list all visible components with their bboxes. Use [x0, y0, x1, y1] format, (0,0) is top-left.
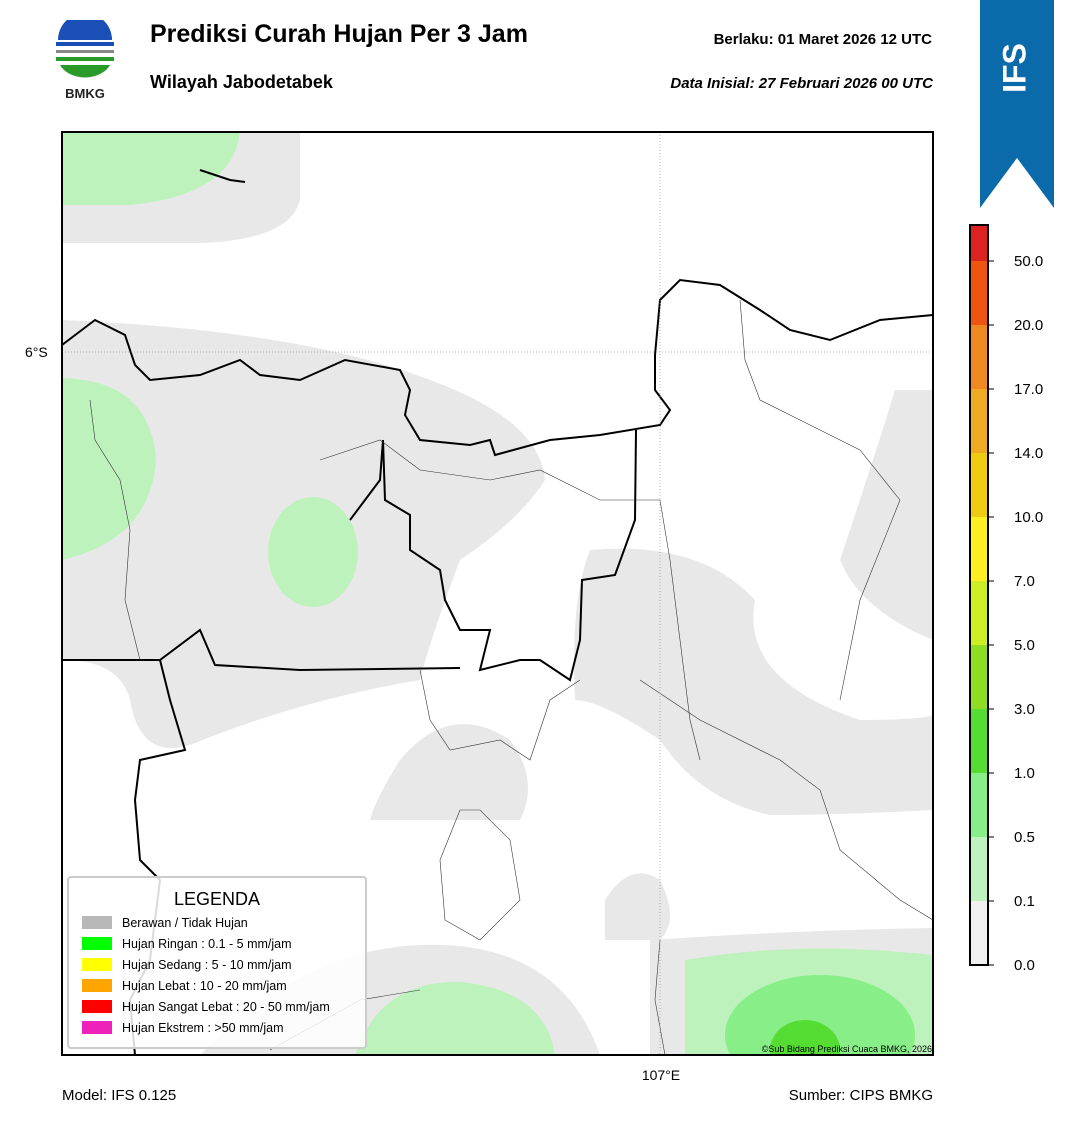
legend-item: Hujan Ringan : 0.1 - 5 mm/jam [122, 937, 292, 951]
colorbar-segment [970, 773, 988, 837]
legend: LEGENDA Berawan / Tidak Hujan Hujan Ringa… [67, 876, 367, 1049]
legend-item: Hujan Sedang : 5 - 10 mm/jam [122, 958, 292, 972]
colorbar-segment [970, 517, 988, 581]
legend-swatch [82, 979, 112, 992]
title: Prediksi Curah Hujan Per 3 Jam [150, 20, 528, 48]
badge-text: IFS [996, 43, 1032, 93]
colorbar-label: 1.0 [1014, 765, 1035, 782]
legend-swatch [82, 1021, 112, 1034]
colorbar-label: 5.0 [1014, 637, 1035, 654]
badge: IFS [980, 0, 1054, 208]
map: 6°S 107°E ©Sub Bidang Prediksi Cuaca BMK… [25, 131, 934, 1083]
colorbar-frame [969, 224, 989, 966]
logo: BMKG [56, 20, 114, 101]
legend-title: LEGENDA [174, 889, 260, 909]
colorbar-label: 0.1 [1014, 893, 1035, 910]
colorbar-segment [970, 645, 988, 709]
colorbar-segment [970, 389, 988, 453]
init-time: Data Inisial: 27 Februari 2026 00 UTC [670, 75, 933, 92]
lon-label: 107°E [642, 1067, 680, 1083]
colorbar-label: 20.0 [1014, 317, 1043, 334]
legend-item: Berawan / Tidak Hujan [122, 916, 248, 930]
valid-time: Berlaku: 01 Maret 2026 12 UTC [713, 31, 932, 48]
colorbar-label: 0.0 [1014, 957, 1035, 974]
colorbar-label: 7.0 [1014, 573, 1035, 590]
map-frame [61, 131, 934, 1056]
legend-item: Hujan Sangat Lebat : 20 - 50 mm/jam [122, 1000, 330, 1014]
lat-label: 6°S [25, 344, 48, 360]
legend-swatch [82, 958, 112, 971]
colorbar-segment [970, 225, 988, 261]
colorbar-segment [970, 453, 988, 517]
legend-swatch [82, 1000, 112, 1013]
colorbar-segment [970, 837, 988, 901]
subtitle: Wilayah Jabodetabek [150, 72, 333, 92]
model: Model: IFS 0.125 [62, 1087, 177, 1104]
colorbar-label: 14.0 [1014, 445, 1043, 462]
colorbar-label: 50.0 [1014, 253, 1043, 270]
source: Sumber: CIPS BMKG [788, 1087, 933, 1104]
legend-swatch [82, 916, 112, 929]
colorbar-segment [970, 581, 988, 645]
logo-text: BMKG [65, 86, 105, 101]
colorbar: 0.0 0.1 0.5 1.0 3.0 5.0 7.0 10.0 14.0 17.0 20.0 50.… [969, 224, 1043, 974]
colorbar-label: 0.5 [1014, 829, 1035, 846]
legend-item: Hujan Lebat : 10 - 20 mm/jam [122, 979, 287, 993]
colorbar-label: 17.0 [1014, 381, 1043, 398]
legend-swatch [82, 937, 112, 950]
colorbar-segment [970, 261, 988, 325]
colorbar-segment [970, 325, 988, 389]
credit: ©Sub Bidang Prediksi Cuaca BMKG, 2026 [762, 1044, 932, 1054]
colorbar-segment [970, 901, 988, 965]
colorbar-label: 3.0 [1014, 701, 1035, 718]
colorbar-segment [970, 709, 988, 773]
colorbar-label: 10.0 [1014, 509, 1043, 526]
legend-item: Hujan Ekstrem : >50 mm/jam [122, 1021, 284, 1035]
